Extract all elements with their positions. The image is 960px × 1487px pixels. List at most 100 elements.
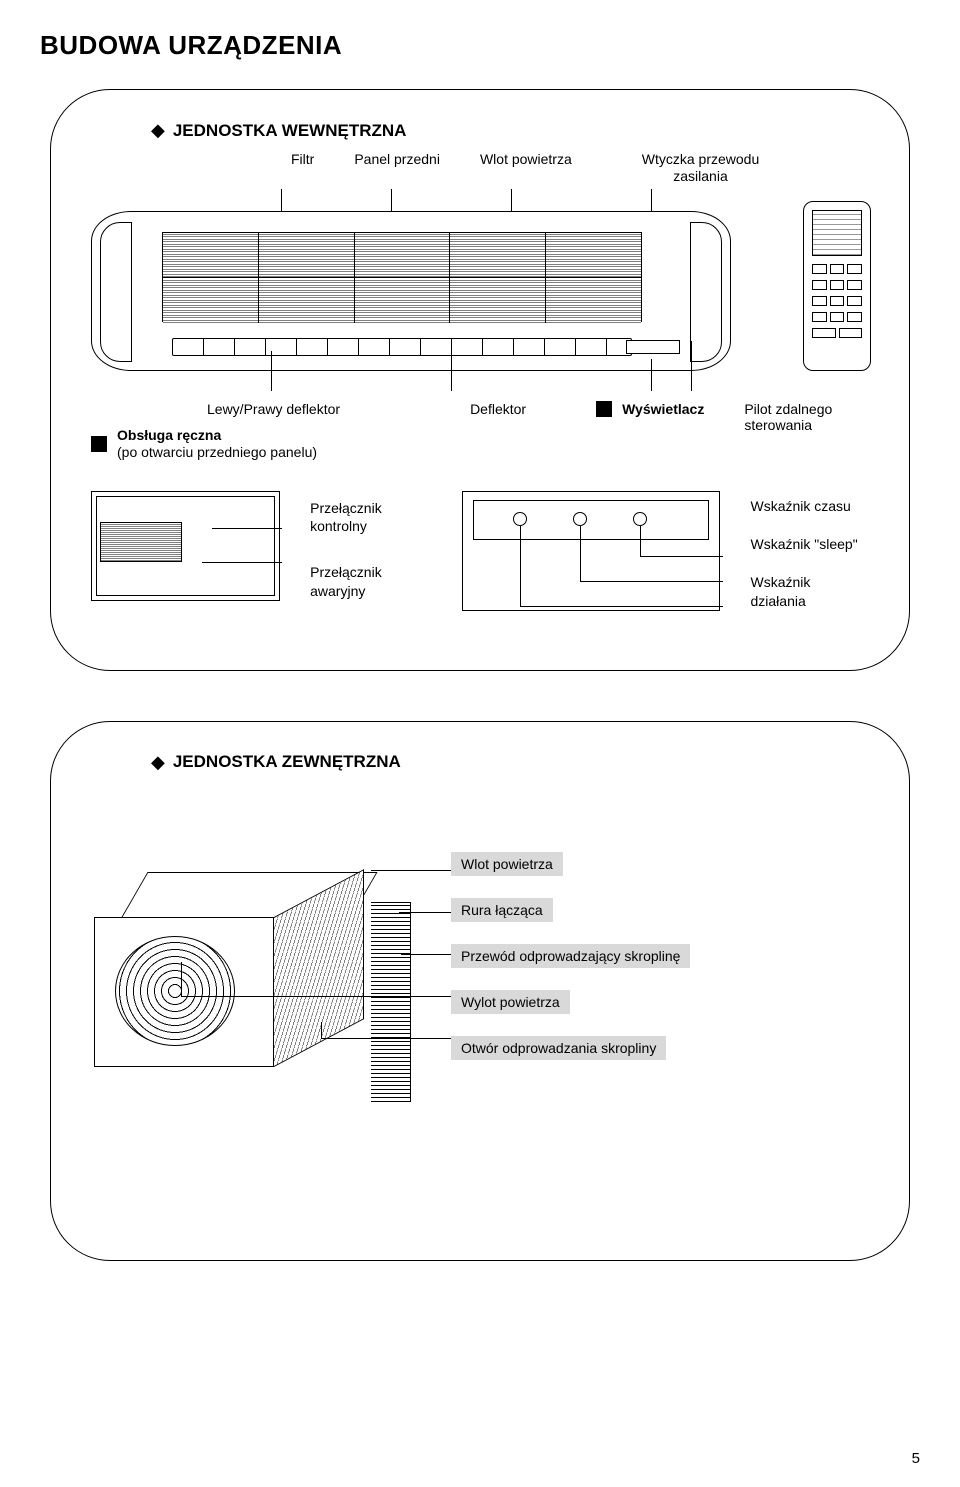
grille [162,232,642,322]
indicator-dot [513,512,527,526]
label-emergency-switch-l1: Przełącznik [310,564,382,580]
leader-h-sleep [580,581,723,582]
label-sleep-indicator: Wskaźnik "sleep" [750,535,869,553]
remote-btn [847,264,862,274]
leader-out-outlet-v [181,962,182,996]
remote-illustration [803,201,871,371]
outdoor-fan [115,936,235,1046]
diamond-icon: ◆ [151,752,165,773]
outdoor-labels: Wlot powietrza Rura łącząca Przewód odpr… [451,852,690,1060]
remote-screen [812,210,862,256]
grille-cell [259,278,355,323]
label-time-indicator: Wskaźnik czasu [750,497,869,515]
outdoor-body [121,872,391,1082]
grille-cell [546,233,641,277]
remote-btn [812,296,827,306]
remote-btn [830,296,845,306]
label-out-drainpipe: Przewód odprowadzający skroplinę [451,944,690,968]
indoor-section-title: JEDNOSTKA WEWNĘTRZNA [173,121,407,141]
indoor-top-labels: Filtr Panel przedni Wlot powietrza Wtycz… [291,151,869,185]
indoor-mid-labels: Lewy/Prawy deflektor Obsługa ręczna (po … [91,401,869,461]
louver [172,338,632,356]
label-out-air-outlet: Wylot powietrza [451,990,570,1014]
page-title: BUDOWA URZĄDZENIA [40,30,920,61]
label-manual-l1: Obsługa ręczna [117,427,221,443]
remote-btn [812,264,827,274]
label-remote-l2: sterowania [744,417,812,433]
label-emergency-switch-l2: awaryjny [310,583,365,599]
remote-btn [830,280,845,290]
remote-btn [847,296,862,306]
indicator-dot [573,512,587,526]
indicator-dot [633,512,647,526]
label-power-plug: Wtyczka przewodu zasilania [642,151,759,185]
outdoor-panel: ◆ JEDNOSTKA ZEWNĘTRZNA Wlot powietrza Ru… [50,721,910,1261]
label-control-switch-l1: Przełącznik [310,500,382,516]
remote-btn [812,328,836,338]
leader-out-drainhole-v [321,1022,322,1038]
outdoor-header: ◆ JEDNOSTKA ZEWNĘTRZNA [151,752,869,773]
indoor-header: ◆ JEDNOSTKA WEWNĘTRZNA [151,120,869,141]
leader-out-inlet [371,870,451,871]
leader-out-drainpipe [401,954,451,955]
grille-cell [546,278,641,323]
leader-deflector [451,353,452,391]
indicator-frame [473,500,710,540]
label-out-drainhole: Otwór odprowadzania skropliny [451,1036,666,1060]
indoor-panel: ◆ JEDNOSTKA WEWNĘTRZNA Filtr Panel przed… [50,89,910,671]
label-power-plug-l1: Wtyczka przewodu [642,151,759,167]
outdoor-pipe [371,902,411,1102]
square-marker-icon [596,401,612,417]
square-marker-icon [91,436,107,452]
indoor-unit-illustration [91,211,731,371]
remote-btn [830,264,845,274]
leader-h-time [640,556,723,557]
label-out-air-inlet: Wlot powietrza [451,852,563,876]
label-operation-indicator: Wskaźnik działania [750,573,869,609]
grille-cell [163,233,259,277]
indicator-illustration [462,491,721,611]
leader-operation [520,526,521,606]
label-control-switch-l2: kontrolny [310,518,367,534]
remote-btn [839,328,863,338]
side-left [100,222,132,362]
grille-cell [450,233,546,277]
leader-out-outlet [181,996,451,997]
label-filter: Filtr [291,151,314,185]
remote-btn [812,312,827,322]
remote-btn [812,280,827,290]
label-remote-l1: Pilot zdalnego [744,401,832,417]
diamond-icon: ◆ [151,120,165,141]
indicator-labels: Wskaźnik czasu Wskaźnik "sleep" Wskaźnik… [750,497,869,630]
page-number: 5 [912,1450,920,1467]
grille-cell [355,278,451,323]
outdoor-diagram [121,832,421,1112]
leader-lr-deflector [271,351,272,391]
leader-h-operation [520,606,723,607]
label-air-inlet: Wlot powietrza [480,151,572,185]
leader-emergency-switch [202,562,282,563]
switch-illustration [91,491,280,601]
label-front-panel: Panel przedni [354,151,440,185]
grille-cell [259,233,355,277]
grille-cell [355,233,451,277]
display-box [626,340,680,354]
indoor-diagram [91,191,871,381]
switch-hatch [100,522,182,562]
label-display: Wyświetlacz [622,401,704,418]
leader-remote [691,341,692,391]
remote-btn [847,312,862,322]
leader-out-drainhole [321,1038,451,1039]
label-manual-l2: (po otwarciu przedniego panelu) [117,444,317,460]
leader-control-switch [212,528,282,529]
outdoor-front [94,917,274,1067]
grille-cell [163,278,259,323]
label-out-pipe: Rura łącząca [451,898,553,922]
leader-out-pipe [399,912,451,913]
remote-btn [847,280,862,290]
label-deflector: Deflektor [470,401,526,418]
label-power-plug-l2: zasilania [673,168,727,184]
leader-sleep [580,526,581,581]
grille-cell [450,278,546,323]
remote-btn [830,312,845,322]
